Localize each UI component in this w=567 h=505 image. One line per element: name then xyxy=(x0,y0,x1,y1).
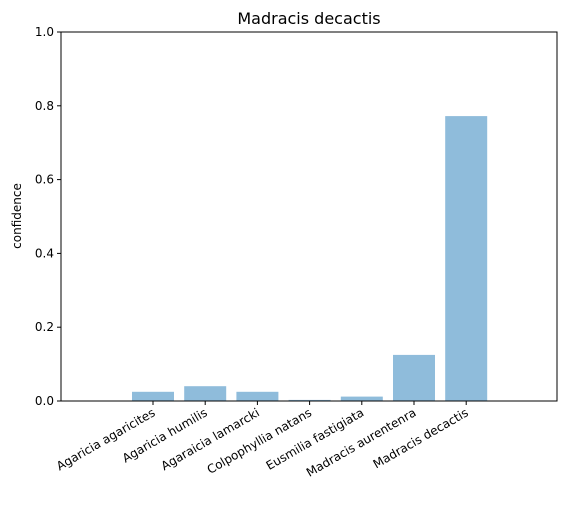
y-axis-label: confidence xyxy=(10,183,24,249)
bar xyxy=(132,391,174,401)
bar xyxy=(393,354,435,401)
y-axis: 0.0 0.2 0.4 0.6 0.8 1.0 xyxy=(35,25,61,408)
bar xyxy=(445,116,488,401)
y-tick-label: 1.0 xyxy=(35,25,54,39)
y-tick-label: 0.6 xyxy=(35,173,54,187)
y-tick-label: 0.4 xyxy=(35,246,54,260)
plot-frame xyxy=(60,31,558,402)
y-tick-label: 0.2 xyxy=(35,320,54,334)
bars-group xyxy=(132,116,488,401)
x-tick-label: Agaricia agaricites xyxy=(54,405,157,473)
bar xyxy=(184,386,227,401)
y-tick-label: 0.0 xyxy=(35,394,54,408)
bar xyxy=(288,399,331,401)
y-tick-label: 0.8 xyxy=(35,99,54,113)
chart-title: Madracis decactis xyxy=(237,9,380,28)
bar xyxy=(236,391,279,401)
bar xyxy=(340,396,383,401)
x-tick-label: Madracis decactis xyxy=(371,405,471,471)
